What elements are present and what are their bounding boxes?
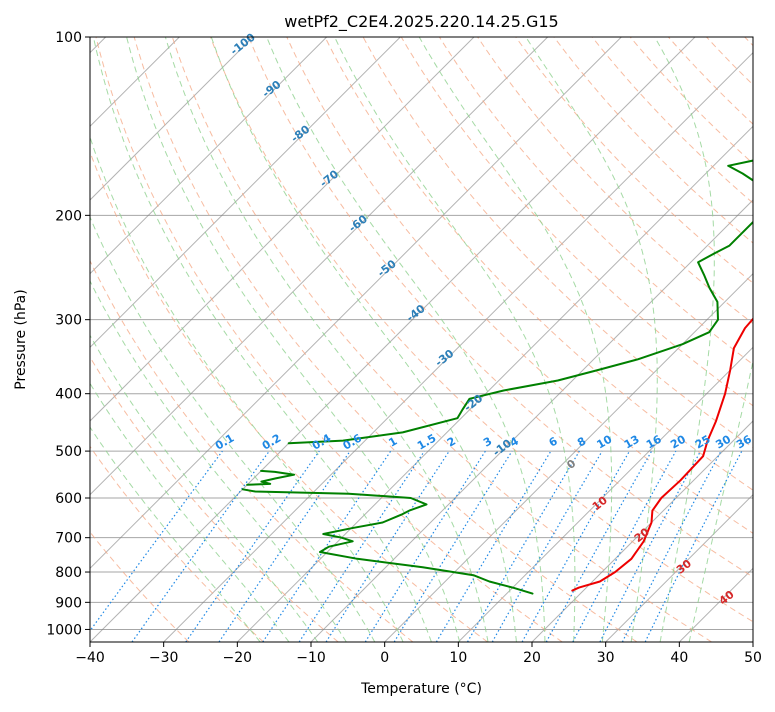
y-tick-label: 300 bbox=[55, 313, 82, 329]
x-tick-label: 10 bbox=[449, 650, 467, 666]
y-tick-label: 700 bbox=[55, 531, 82, 547]
x-tick-label: 50 bbox=[744, 650, 762, 666]
y-tick-label: 600 bbox=[55, 491, 82, 507]
x-tick-label: −10 bbox=[296, 650, 326, 666]
y-tick-label: 200 bbox=[55, 208, 82, 224]
y-tick-label: 900 bbox=[55, 595, 82, 611]
x-tick-label: 0 bbox=[380, 650, 389, 666]
x-tick-label: −40 bbox=[75, 650, 105, 666]
x-tick-label: −20 bbox=[223, 650, 253, 666]
y-tick-label: 800 bbox=[55, 565, 82, 581]
x-tick-label: −30 bbox=[149, 650, 179, 666]
y-tick-label: 500 bbox=[55, 444, 82, 460]
y-axis-label: Pressure (hPa) bbox=[13, 289, 29, 389]
x-tick-label: 30 bbox=[597, 650, 615, 666]
x-tick-label: 40 bbox=[670, 650, 688, 666]
chart-title: wetPf2_C2E4.2025.220.14.25.G15 bbox=[284, 12, 558, 32]
y-tick-label: 1000 bbox=[46, 622, 82, 638]
y-tick-label: 100 bbox=[55, 30, 82, 46]
x-axis-label: Temperature (°C) bbox=[360, 681, 482, 697]
y-tick-label: 400 bbox=[55, 387, 82, 403]
x-tick-label: 20 bbox=[523, 650, 541, 666]
